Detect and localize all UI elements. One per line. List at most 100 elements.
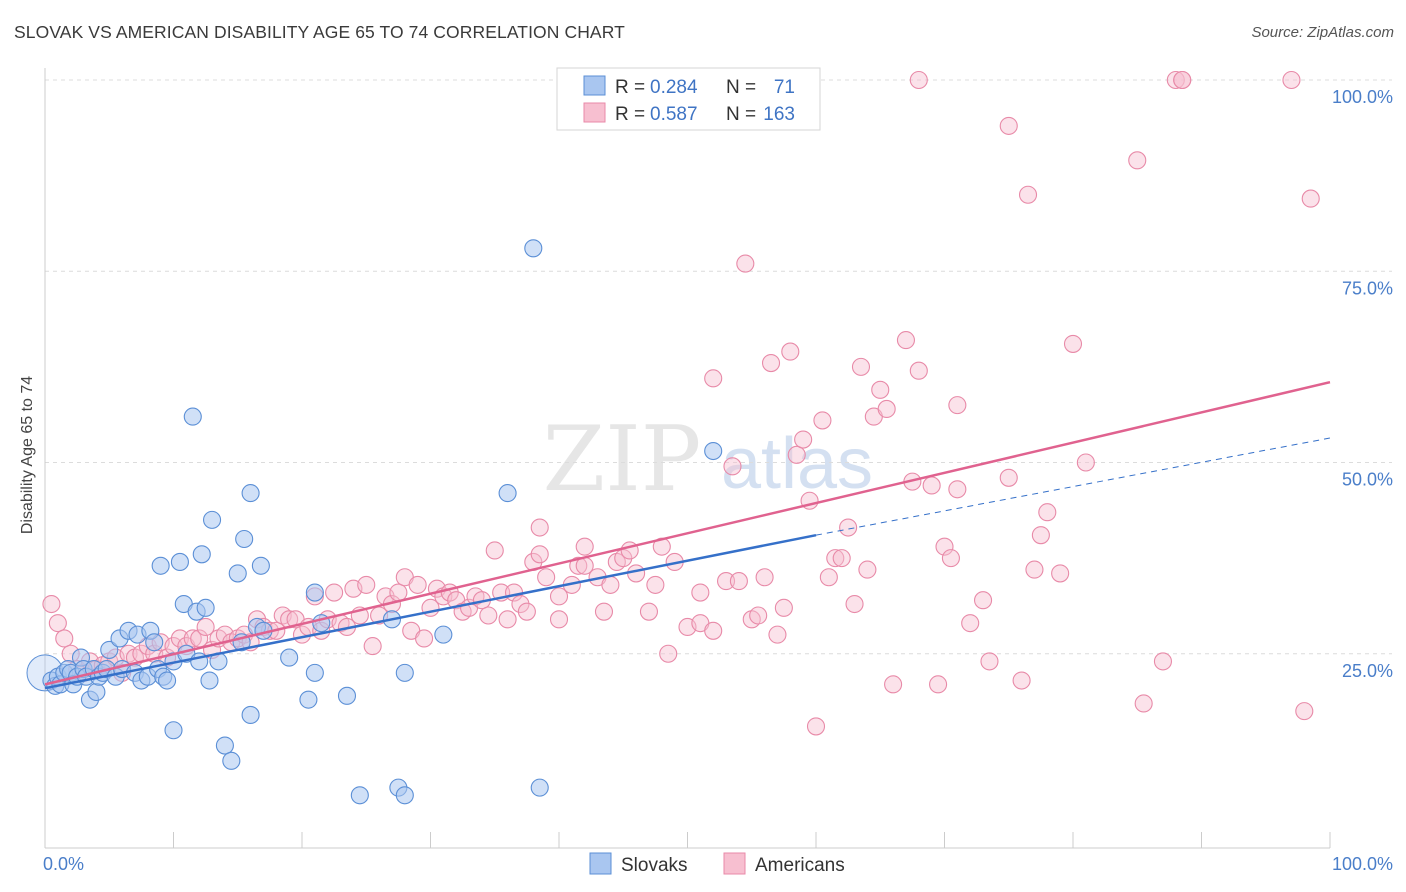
- slovak-point: [100, 640, 119, 659]
- y-tick-label: 25.0%: [1342, 661, 1393, 681]
- trend-lines: [44, 380, 1331, 690]
- x-tick-label-min: 0.0%: [43, 854, 84, 874]
- american-point: [729, 572, 748, 591]
- american-point: [639, 602, 659, 621]
- american-point: [363, 637, 382, 656]
- legend-n-label-slovaks: N =: [726, 77, 756, 98]
- american-point: [575, 537, 594, 556]
- slovak-point: [87, 682, 106, 702]
- american-point: [839, 518, 858, 537]
- slovaks-points: [26, 239, 723, 805]
- american-point: [408, 575, 427, 594]
- y-tick-labels: 25.0% 50.0% 75.0% 100.0%: [1332, 87, 1393, 681]
- slovak-point: [299, 690, 318, 709]
- slovak-point: [498, 484, 517, 503]
- american-point: [851, 357, 871, 376]
- slovak-point: [215, 736, 234, 755]
- americans-trend-line: [44, 380, 1331, 686]
- american-point: [806, 717, 826, 736]
- slovak-point: [164, 721, 183, 740]
- american-point: [845, 594, 864, 614]
- grid-lines: [45, 79, 1392, 655]
- slovak-point: [241, 705, 260, 725]
- source-label: Source: ZipAtlas.com: [1251, 24, 1394, 41]
- y-tick-label: 100.0%: [1332, 87, 1393, 107]
- american-point: [999, 116, 1018, 135]
- american-point: [42, 594, 61, 614]
- american-point: [922, 476, 941, 495]
- slovak-point: [170, 552, 189, 572]
- american-point: [980, 652, 999, 671]
- american-point: [819, 568, 838, 587]
- american-point: [485, 541, 504, 560]
- american-point: [530, 518, 549, 537]
- legend: R = 0.284 N = 71 R = 0.587 N = 163: [556, 67, 821, 131]
- american-point: [325, 583, 344, 602]
- slovak-point: [235, 529, 254, 549]
- slovak-point: [158, 671, 177, 690]
- american-point: [183, 629, 202, 648]
- american-point: [896, 331, 916, 350]
- american-point: [48, 614, 67, 633]
- slovak-point: [192, 545, 211, 564]
- y-tick-label: 75.0%: [1342, 278, 1393, 298]
- american-point: [1166, 70, 1185, 90]
- american-point: [877, 399, 896, 419]
- american-point: [1128, 151, 1147, 170]
- american-point: [601, 575, 620, 594]
- american-point: [704, 369, 723, 388]
- american-point: [813, 411, 832, 430]
- slovak-point: [305, 583, 324, 602]
- american-point: [929, 675, 948, 694]
- american-point: [517, 602, 536, 621]
- american-point: [627, 564, 646, 583]
- legend-r-value-slovaks: 0.284: [650, 77, 698, 98]
- chart-title: SLOVAK VS AMERICAN DISABILITY AGE 65 TO …: [14, 22, 625, 42]
- american-point: [357, 575, 376, 594]
- american-point: [511, 594, 530, 614]
- american-point: [569, 556, 588, 575]
- american-point: [691, 583, 710, 602]
- legend-r-value-americans: 0.587: [650, 104, 698, 125]
- american-point: [973, 591, 993, 610]
- american-point: [948, 480, 967, 499]
- slovak-point: [280, 648, 299, 667]
- american-point: [723, 457, 742, 476]
- american-point: [594, 602, 614, 621]
- american-point: [1031, 526, 1050, 545]
- slovak-point: [145, 633, 164, 652]
- slovak-point: [704, 441, 723, 461]
- slovak-point: [241, 484, 260, 503]
- american-point: [884, 675, 903, 694]
- american-point: [774, 598, 793, 617]
- slovak-point: [228, 564, 247, 583]
- slovak-point: [530, 778, 549, 797]
- american-point: [389, 583, 408, 602]
- x-ticks: [173, 832, 1331, 848]
- american-point: [716, 572, 736, 591]
- legend-n-value-slovaks: 71: [774, 77, 795, 98]
- american-point: [749, 606, 768, 625]
- american-point: [935, 537, 954, 556]
- american-point: [961, 614, 980, 633]
- american-point: [1025, 560, 1044, 579]
- slovak-point: [222, 751, 241, 770]
- american-point: [909, 361, 928, 380]
- bottom-legend-label-americans: Americans: [755, 855, 845, 876]
- slovak-point: [305, 663, 324, 682]
- legend-r-label-americans: R =: [615, 104, 645, 125]
- slovak-point: [151, 556, 170, 575]
- slovak-point: [395, 786, 414, 805]
- american-point: [948, 396, 967, 415]
- american-point: [498, 610, 517, 629]
- american-point: [1153, 652, 1172, 671]
- legend-swatch-slovaks: [583, 75, 606, 96]
- americans-points: [42, 70, 1320, 736]
- american-point: [826, 549, 845, 568]
- american-point: [704, 621, 723, 640]
- legend-n-value-americans: 163: [763, 104, 795, 125]
- american-point: [1018, 185, 1038, 204]
- bottom-legend-label-slovaks: Slovaks: [621, 855, 688, 876]
- american-point: [549, 587, 569, 606]
